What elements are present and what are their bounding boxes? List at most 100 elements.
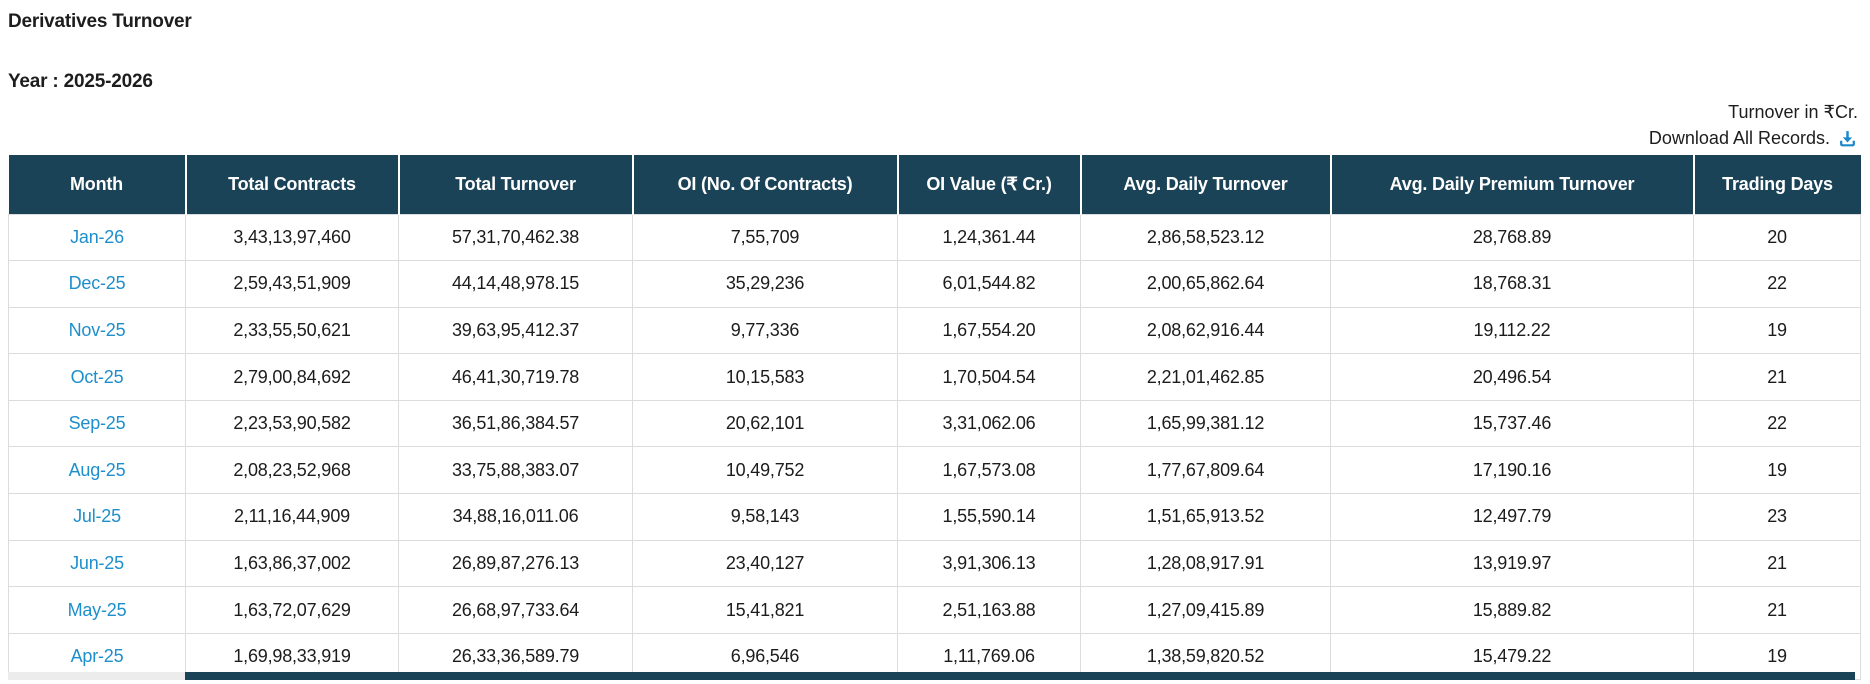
table-cell: 21 [1693,539,1861,588]
table-notes: Turnover in ₹Cr. Download All Records. [1649,99,1858,151]
table-cell: 34,88,16,011.06 [398,493,633,541]
month-link[interactable]: Jan-26 [70,226,124,247]
table-cell: 35,29,236 [632,260,898,308]
table-cell: 7,55,709 [632,213,898,262]
horizontal-scrollbar-thumb[interactable] [185,672,1855,680]
month-link[interactable]: Dec-25 [68,273,126,294]
table-cell: 3,31,062.06 [897,399,1081,448]
column-header: Avg. Daily Premium Turnover [1330,155,1695,214]
table-row: May-25 1,63,72,07,629 26,68,97,733.64 15,41… [8,586,1861,634]
column-header: Total Turnover [398,155,634,214]
table-cell: 2,11,16,44,909 [185,493,399,541]
table-cell: 36,51,86,384.57 [398,399,633,448]
table-cell: 33,75,88,383.07 [398,446,633,495]
month-cell: Jan-26 [8,213,186,262]
month-cell: Jul-25 [8,493,186,541]
table-cell: 2,33,55,50,621 [185,306,399,355]
month-cell: May-25 [8,586,186,634]
table-cell: 2,08,23,52,968 [185,446,399,495]
month-link[interactable]: Jun-25 [70,552,124,573]
table-cell: 3,43,13,97,460 [185,213,399,262]
table-cell: 2,00,65,862.64 [1080,260,1331,308]
table-cell: 26,68,97,733.64 [398,586,633,634]
table-cell: 26,89,87,276.13 [398,539,633,588]
column-header: Avg. Daily Turnover [1080,155,1332,214]
month-cell: Dec-25 [8,260,186,308]
month-cell: Sep-25 [8,399,186,448]
table-row: Jun-25 1,63,86,37,002 26,89,87,276.13 23,40… [8,539,1861,588]
table-cell: 1,24,361.44 [897,213,1081,262]
table-cell: 22 [1693,399,1861,448]
table-cell: 1,63,86,37,002 [185,539,399,588]
table-cell: 39,63,95,412.37 [398,306,633,355]
table-cell: 10,15,583 [632,353,898,401]
table-cell: 21 [1693,586,1861,634]
table-cell: 20 [1693,213,1861,262]
table-cell: 2,21,01,462.85 [1080,353,1331,401]
table-row: Oct-25 2,79,00,84,692 46,41,30,719.78 10,15… [8,353,1861,401]
download-icon[interactable] [1837,128,1858,149]
column-header: Total Contracts [185,155,400,214]
table-cell: 20,496.54 [1330,353,1694,401]
table-cell: 23,40,127 [632,539,898,588]
table-row: Nov-25 2,33,55,50,621 39,63,95,412.37 9,77,… [8,306,1861,355]
table-cell: 15,889.82 [1330,586,1694,634]
month-link[interactable]: Aug-25 [68,459,126,480]
derivatives-turnover-table-wrap: Month Total Contracts Total Turnover OI (No… [8,155,1861,681]
table-cell: 2,59,43,51,909 [185,260,399,308]
table-cell: 1,51,65,913.52 [1080,493,1331,541]
table-header-row: Month Total Contracts Total Turnover OI (No… [8,155,1861,214]
month-cell: Jun-25 [8,539,186,588]
table-cell: 22 [1693,260,1861,308]
table-cell: 12,497.79 [1330,493,1694,541]
table-cell: 21 [1693,353,1861,401]
column-header: Month [8,155,187,214]
month-link[interactable]: Jul-25 [73,506,121,527]
table-cell: 19,112.22 [1330,306,1694,355]
month-link[interactable]: Nov-25 [68,319,126,340]
download-all-records-label: Download All Records. [1648,128,1830,148]
table-cell: 1,67,573.08 [897,446,1081,495]
month-cell: Aug-25 [8,446,186,495]
month-link[interactable]: Apr-25 [70,646,124,667]
horizontal-scrollbar[interactable] [8,672,1855,680]
table-cell: 2,23,53,90,582 [185,399,399,448]
table-cell: 23 [1693,493,1861,541]
table-cell: 10,49,752 [632,446,898,495]
table-cell: 57,31,70,462.38 [398,213,633,262]
table-cell: 2,08,62,916.44 [1080,306,1331,355]
column-header: OI Value (₹ Cr.) [897,155,1082,214]
table-cell: 15,41,821 [632,586,898,634]
table-row: Jan-26 3,43,13,97,460 57,31,70,462.38 7,55,… [8,213,1861,262]
table-cell: 15,737.46 [1330,399,1694,448]
table-cell: 1,27,09,415.89 [1080,586,1331,634]
table-row: Dec-25 2,59,43,51,909 44,14,48,978.15 35,29… [8,260,1861,308]
table-row: Sep-25 2,23,53,90,582 36,51,86,384.57 20,62… [8,399,1861,448]
table-cell: 2,51,163.88 [897,586,1081,634]
table-row: Jul-25 2,11,16,44,909 34,88,16,011.06 9,58,… [8,493,1861,541]
table-cell: 6,01,544.82 [897,260,1081,308]
page-title: Derivatives Turnover [8,11,192,32]
table-cell: 1,55,590.14 [897,493,1081,541]
table-cell: 44,14,48,978.15 [398,260,633,308]
table-cell: 28,768.89 [1330,213,1694,262]
month-link[interactable]: Sep-25 [68,413,126,434]
column-header: OI (No. Of Contracts) [632,155,899,214]
table-row: Aug-25 2,08,23,52,968 33,75,88,383.07 10,49… [8,446,1861,495]
table-cell: 1,70,504.54 [897,353,1081,401]
table-cell: 13,919.97 [1330,539,1694,588]
table-cell: 9,77,336 [632,306,898,355]
month-link[interactable]: May-25 [67,599,127,620]
table-cell: 20,62,101 [632,399,898,448]
table-cell: 1,65,99,381.12 [1080,399,1331,448]
table-cell: 2,86,58,523.12 [1080,213,1331,262]
year-label: Year : 2025-2026 [8,71,153,92]
table-cell: 46,41,30,719.78 [398,353,633,401]
month-cell: Oct-25 [8,353,186,401]
column-header: Trading Days [1693,155,1861,214]
download-all-records-link[interactable]: Download All Records. [1649,125,1858,151]
table-cell: 2,79,00,84,692 [185,353,399,401]
table-cell: 9,58,143 [632,493,898,541]
month-cell: Nov-25 [8,306,186,355]
month-link[interactable]: Oct-25 [70,366,124,387]
